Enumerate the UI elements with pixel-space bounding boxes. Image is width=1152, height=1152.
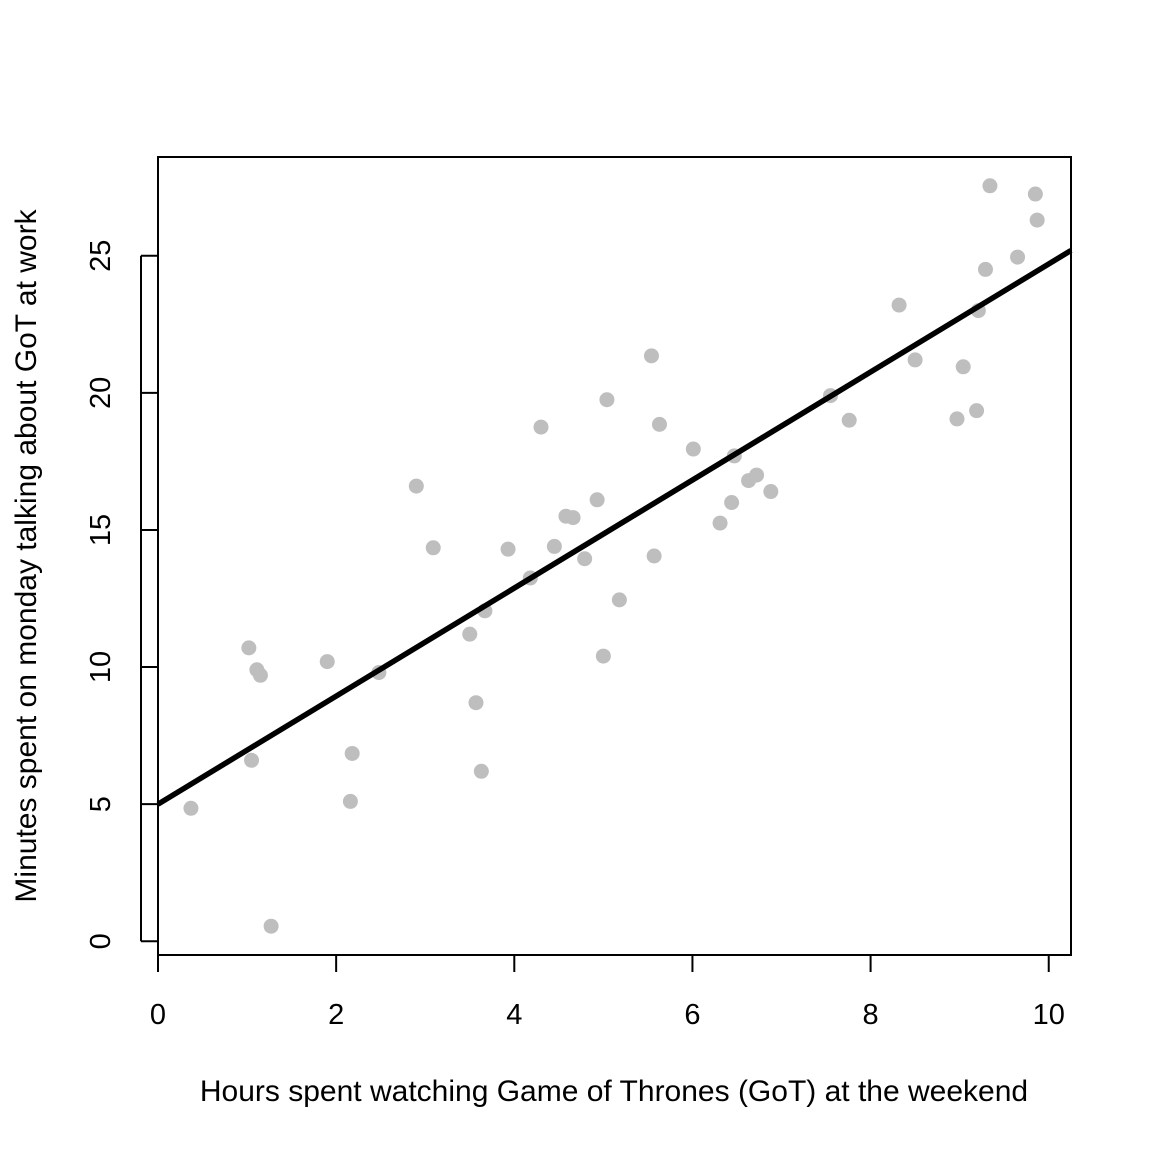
data-point (724, 495, 740, 511)
data-point (611, 592, 627, 608)
y-axis: 0 5 10 15 20 25 (85, 240, 158, 949)
data-point (685, 441, 701, 457)
data-point (577, 551, 593, 567)
data-point (425, 540, 441, 556)
data-point (955, 359, 971, 375)
data-point (1029, 212, 1045, 228)
data-point (749, 467, 765, 483)
data-point (473, 763, 489, 779)
data-point (408, 478, 424, 494)
data-point (712, 515, 728, 531)
data-point (982, 178, 998, 194)
data-point (949, 411, 965, 427)
data-point (977, 261, 993, 277)
data-point (244, 752, 260, 768)
x-tick-label: 8 (863, 999, 879, 1031)
data-point (907, 352, 923, 368)
y-tick-label: 0 (85, 933, 117, 949)
data-point (595, 648, 611, 664)
y-tick-label: 20 (85, 377, 117, 409)
data-point (500, 541, 516, 557)
data-point (763, 484, 779, 500)
y-tick-label: 10 (85, 651, 117, 683)
points-layer (183, 178, 1045, 934)
data-point (263, 918, 279, 934)
x-tick-label: 4 (506, 999, 522, 1031)
data-point (643, 348, 659, 364)
data-point (252, 667, 268, 683)
y-tick-label: 5 (85, 796, 117, 812)
data-point (565, 510, 581, 526)
y-tick-label: 15 (85, 514, 117, 546)
x-axis: 0 2 4 6 8 10 (150, 954, 1065, 1031)
data-point (969, 403, 985, 419)
x-tick-label: 6 (684, 999, 700, 1031)
data-point (651, 416, 667, 432)
x-tick-label: 10 (1033, 999, 1065, 1031)
data-point (319, 654, 335, 670)
data-point (891, 297, 907, 313)
data-point (342, 793, 358, 809)
data-point (1027, 186, 1043, 202)
data-point (841, 412, 857, 428)
y-axis-title: Minutes spent on monday talking about Go… (10, 208, 43, 902)
plot-frame (157, 156, 1072, 956)
data-point (344, 745, 360, 761)
x-tick-label: 2 (328, 999, 344, 1031)
data-point (468, 695, 484, 711)
data-point (1010, 249, 1026, 265)
data-point (599, 392, 615, 408)
y-tick-label: 25 (85, 240, 117, 272)
data-point (462, 626, 478, 642)
regression-line-layer (156, 248, 1073, 807)
regression-line (156, 248, 1073, 807)
data-point (646, 548, 662, 564)
data-point (241, 640, 257, 656)
x-axis-title: Hours spent watching Game of Thrones (Go… (200, 1075, 1028, 1108)
data-point (533, 419, 549, 435)
data-point (546, 538, 562, 554)
data-point (183, 800, 199, 816)
data-point (589, 492, 605, 508)
x-tick-label: 0 (150, 999, 166, 1031)
